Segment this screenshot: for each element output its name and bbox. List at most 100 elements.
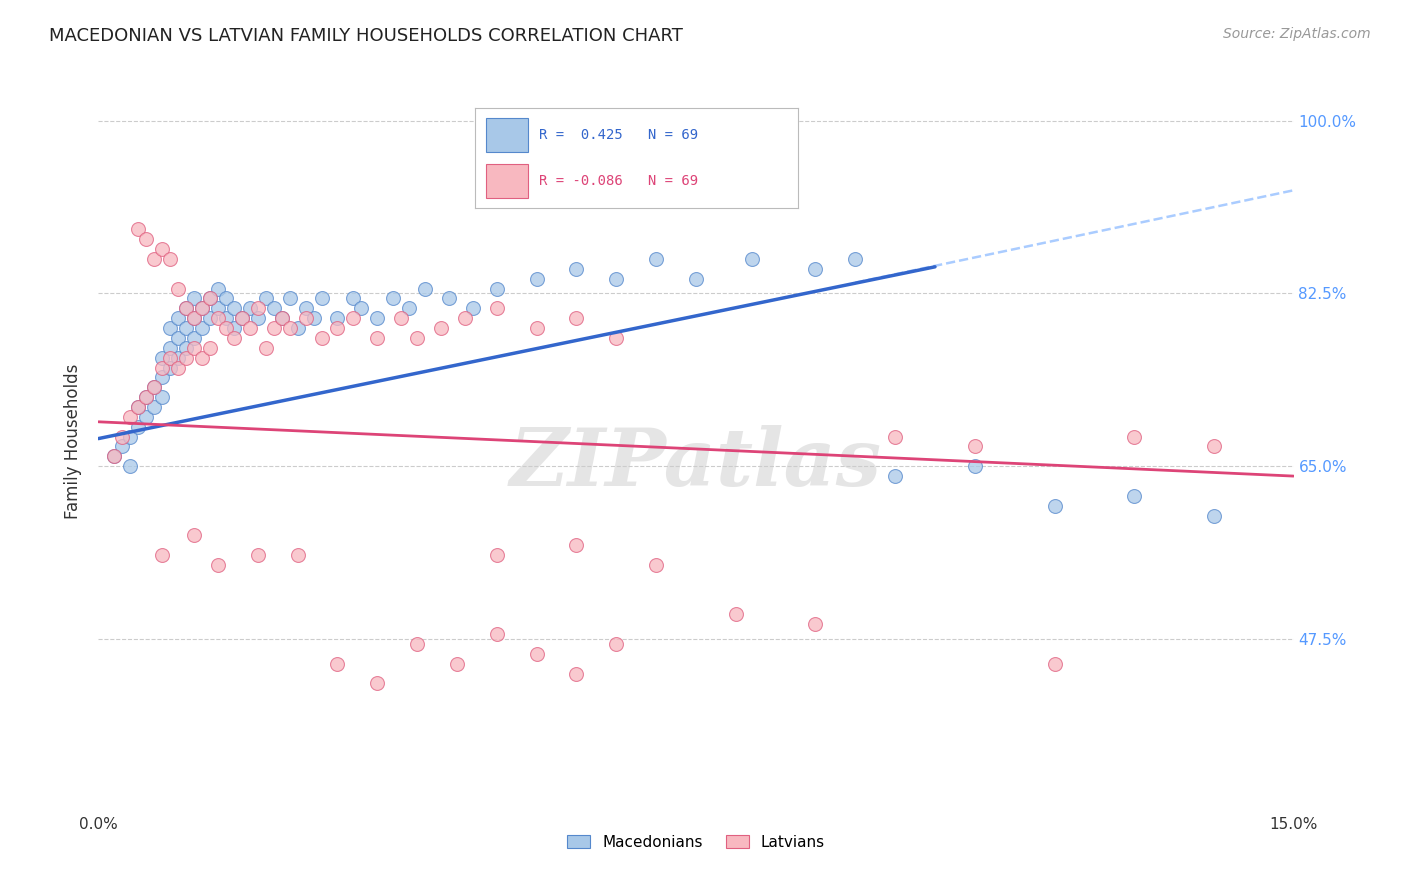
Point [270, 311, 292, 326]
Point [167, 351, 190, 365]
Point [174, 321, 197, 335]
Point [430, 321, 453, 335]
Point [207, 281, 229, 295]
Point [120, 409, 142, 424]
Point [366, 676, 388, 690]
Point [1123, 429, 1146, 443]
Point [485, 281, 508, 295]
Point [1202, 508, 1225, 523]
Point [103, 450, 125, 464]
Point [565, 261, 588, 276]
Point [183, 341, 205, 355]
Point [207, 558, 229, 572]
Point [246, 311, 269, 326]
Point [167, 331, 190, 345]
Point [963, 440, 986, 454]
Legend: Macedonians, Latvians: Macedonians, Latvians [561, 829, 831, 856]
Point [645, 252, 668, 266]
Point [326, 321, 349, 335]
Point [398, 301, 420, 316]
Point [191, 321, 214, 335]
Point [159, 351, 181, 365]
Point [804, 261, 827, 276]
Point [605, 271, 627, 285]
Point [167, 281, 190, 295]
Point [103, 450, 125, 464]
Point [143, 380, 166, 394]
Point [183, 292, 205, 306]
Point [246, 548, 269, 562]
Point [263, 301, 285, 316]
Point [326, 311, 349, 326]
Y-axis label: Family Households: Family Households [65, 364, 83, 519]
Point [174, 351, 197, 365]
Point [191, 351, 214, 365]
Point [159, 341, 181, 355]
Point [454, 311, 477, 326]
Point [326, 657, 349, 671]
Point [254, 292, 277, 306]
Point [127, 400, 149, 414]
Text: ZIPatlas: ZIPatlas [510, 425, 882, 502]
Point [111, 429, 134, 443]
Point [150, 360, 173, 375]
Point [350, 301, 373, 316]
Point [263, 321, 285, 335]
Point [127, 419, 149, 434]
Point [565, 311, 588, 326]
Point [884, 429, 907, 443]
Point [143, 400, 166, 414]
Point [844, 252, 866, 266]
Point [804, 617, 827, 632]
Point [1202, 440, 1225, 454]
Point [167, 360, 190, 375]
Point [143, 252, 166, 266]
Point [526, 271, 548, 285]
Point [963, 459, 986, 474]
Point [150, 351, 173, 365]
Point [143, 380, 166, 394]
Point [150, 548, 173, 562]
Point [302, 311, 325, 326]
Point [198, 341, 221, 355]
Point [287, 548, 309, 562]
Point [605, 331, 627, 345]
Point [231, 311, 253, 326]
Point [342, 311, 364, 326]
Point [565, 538, 588, 552]
Point [406, 331, 429, 345]
Point [565, 666, 588, 681]
Point [437, 292, 460, 306]
Point [485, 548, 508, 562]
Point [311, 292, 333, 306]
Point [183, 528, 205, 542]
Point [183, 331, 205, 345]
Point [215, 311, 238, 326]
Point [294, 311, 316, 326]
Point [150, 390, 173, 404]
Point [239, 321, 262, 335]
Point [120, 429, 142, 443]
Point [174, 301, 197, 316]
Point [461, 301, 484, 316]
Point [645, 558, 668, 572]
Point [198, 292, 221, 306]
Point [191, 301, 214, 316]
Point [287, 321, 309, 335]
Point [127, 400, 149, 414]
Point [127, 222, 149, 236]
Point [150, 242, 173, 256]
Point [222, 321, 245, 335]
Point [278, 321, 301, 335]
Point [150, 370, 173, 384]
Point [741, 252, 763, 266]
Point [120, 459, 142, 474]
Point [174, 341, 197, 355]
Point [724, 607, 747, 622]
Point [135, 390, 157, 404]
Point [884, 469, 907, 483]
Point [159, 252, 181, 266]
Point [526, 321, 548, 335]
Point [1043, 657, 1066, 671]
Point [389, 311, 412, 326]
